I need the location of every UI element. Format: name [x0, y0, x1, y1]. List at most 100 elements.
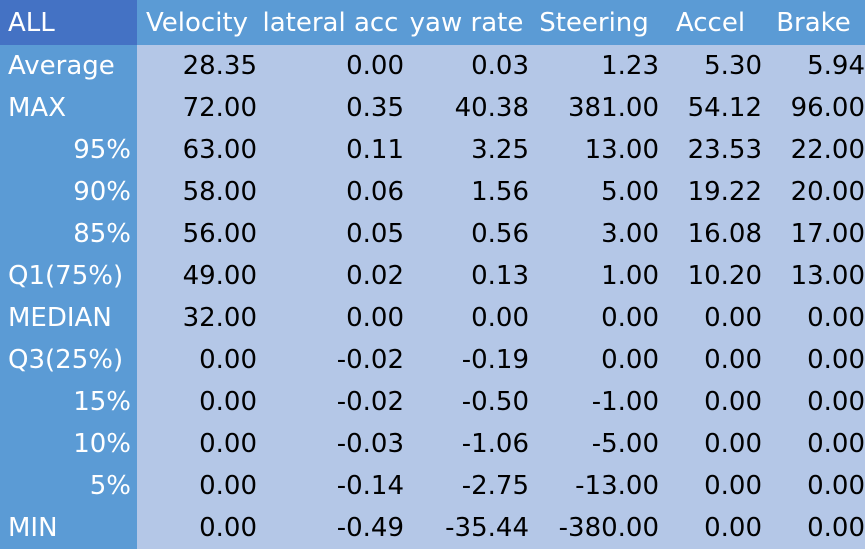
table-cell: 19.22	[659, 171, 762, 213]
table-cell: 28.35	[137, 45, 257, 87]
table-cell: 381.00	[529, 87, 659, 129]
table-cell: 40.38	[404, 87, 529, 129]
table-cell: 0.00	[762, 297, 865, 339]
table-cell: 0.00	[137, 381, 257, 423]
row-label: 15%	[0, 381, 137, 423]
table-cell: 0.06	[257, 171, 404, 213]
table-cell: 1.56	[404, 171, 529, 213]
table-row: 90% 58.00 0.06 1.56 5.00 19.22 20.00	[0, 171, 865, 213]
corner-label: ALL	[0, 0, 137, 45]
table-cell: 1.00	[529, 255, 659, 297]
row-label: Q1(75%)	[0, 255, 137, 297]
column-header-steering: Steering	[529, 0, 659, 45]
table-cell: 0.13	[404, 255, 529, 297]
table-cell: -0.02	[257, 339, 404, 381]
table-cell: -1.00	[529, 381, 659, 423]
table-cell: -1.06	[404, 423, 529, 465]
table-row: MEDIAN 32.00 0.00 0.00 0.00 0.00 0.00	[0, 297, 865, 339]
table-cell: 0.00	[762, 381, 865, 423]
row-label: Average	[0, 45, 137, 87]
row-label: 95%	[0, 129, 137, 171]
table-cell: 0.02	[257, 255, 404, 297]
table-cell: -0.50	[404, 381, 529, 423]
row-label: 5%	[0, 465, 137, 507]
table-cell: 13.00	[762, 255, 865, 297]
table-row: 85% 56.00 0.05 0.56 3.00 16.08 17.00	[0, 213, 865, 255]
table-cell: 0.00	[137, 465, 257, 507]
table-cell: 0.05	[257, 213, 404, 255]
table-cell: 0.00	[659, 381, 762, 423]
table-cell: 17.00	[762, 213, 865, 255]
table-cell: 0.00	[762, 507, 865, 549]
header-row: ALL Velocity lateral acc yaw rate Steeri…	[0, 0, 865, 45]
table-row: Q1(75%) 49.00 0.02 0.13 1.00 10.20 13.00	[0, 255, 865, 297]
table-cell: 0.00	[137, 423, 257, 465]
table-cell: 13.00	[529, 129, 659, 171]
table-cell: 0.11	[257, 129, 404, 171]
table-cell: -35.44	[404, 507, 529, 549]
table-cell: -13.00	[529, 465, 659, 507]
column-header-lateral-acc: lateral acc	[257, 0, 404, 45]
table-cell: 5.00	[529, 171, 659, 213]
table-cell: 0.00	[529, 297, 659, 339]
row-label: 90%	[0, 171, 137, 213]
table-body: Average 28.35 0.00 0.03 1.23 5.30 5.94 MAX 72.00…	[0, 45, 865, 549]
row-label: 85%	[0, 213, 137, 255]
table-row: 10% 0.00 -0.03 -1.06 -5.00 0.00 0.00	[0, 423, 865, 465]
table-cell: 0.00	[404, 297, 529, 339]
table-cell: -0.02	[257, 381, 404, 423]
table-cell: 0.00	[257, 45, 404, 87]
table-cell: 96.00	[762, 87, 865, 129]
table-cell: 72.00	[137, 87, 257, 129]
table-row: 5% 0.00 -0.14 -2.75 -13.00 0.00 0.00	[0, 465, 865, 507]
table-cell: 0.00	[529, 339, 659, 381]
table-row: MIN 0.00 -0.49 -35.44 -380.00 0.00 0.00	[0, 507, 865, 549]
table-cell: -0.49	[257, 507, 404, 549]
table-cell: 23.53	[659, 129, 762, 171]
table-cell: 0.00	[659, 465, 762, 507]
table-cell: 49.00	[137, 255, 257, 297]
table-cell: 1.23	[529, 45, 659, 87]
table-cell: 0.00	[762, 423, 865, 465]
table-cell: 3.00	[529, 213, 659, 255]
table-cell: 0.00	[137, 339, 257, 381]
table-cell: 0.00	[137, 507, 257, 549]
table-cell: 10.20	[659, 255, 762, 297]
table-cell: 5.30	[659, 45, 762, 87]
table-row: MAX 72.00 0.35 40.38 381.00 54.12 96.00	[0, 87, 865, 129]
table-cell: 56.00	[137, 213, 257, 255]
table-cell: 0.56	[404, 213, 529, 255]
column-header-accel: Accel	[659, 0, 762, 45]
table-row: Q3(25%) 0.00 -0.02 -0.19 0.00 0.00 0.00	[0, 339, 865, 381]
table-cell: 0.00	[659, 297, 762, 339]
table-cell: 63.00	[137, 129, 257, 171]
table-cell: 0.35	[257, 87, 404, 129]
table-cell: 0.00	[257, 297, 404, 339]
table-cell: 0.00	[762, 339, 865, 381]
table-cell: -0.14	[257, 465, 404, 507]
column-header-yaw-rate: yaw rate	[404, 0, 529, 45]
table-cell: 3.25	[404, 129, 529, 171]
table-cell: -2.75	[404, 465, 529, 507]
table-cell: 0.00	[659, 423, 762, 465]
table-cell: -0.19	[404, 339, 529, 381]
table-cell: 22.00	[762, 129, 865, 171]
column-header-velocity: Velocity	[137, 0, 257, 45]
table-cell: 5.94	[762, 45, 865, 87]
table-cell: 0.00	[762, 465, 865, 507]
table-cell: -0.03	[257, 423, 404, 465]
table-cell: -5.00	[529, 423, 659, 465]
column-header-brake: Brake	[762, 0, 865, 45]
table-cell: -380.00	[529, 507, 659, 549]
table-cell: 0.00	[659, 339, 762, 381]
table-cell: 0.03	[404, 45, 529, 87]
table-row: 95% 63.00 0.11 3.25 13.00 23.53 22.00	[0, 129, 865, 171]
table-cell: 0.00	[659, 507, 762, 549]
table-cell: 32.00	[137, 297, 257, 339]
row-label: MEDIAN	[0, 297, 137, 339]
row-label: 10%	[0, 423, 137, 465]
table-row: Average 28.35 0.00 0.03 1.23 5.30 5.94	[0, 45, 865, 87]
table-cell: 20.00	[762, 171, 865, 213]
row-label: MIN	[0, 507, 137, 549]
